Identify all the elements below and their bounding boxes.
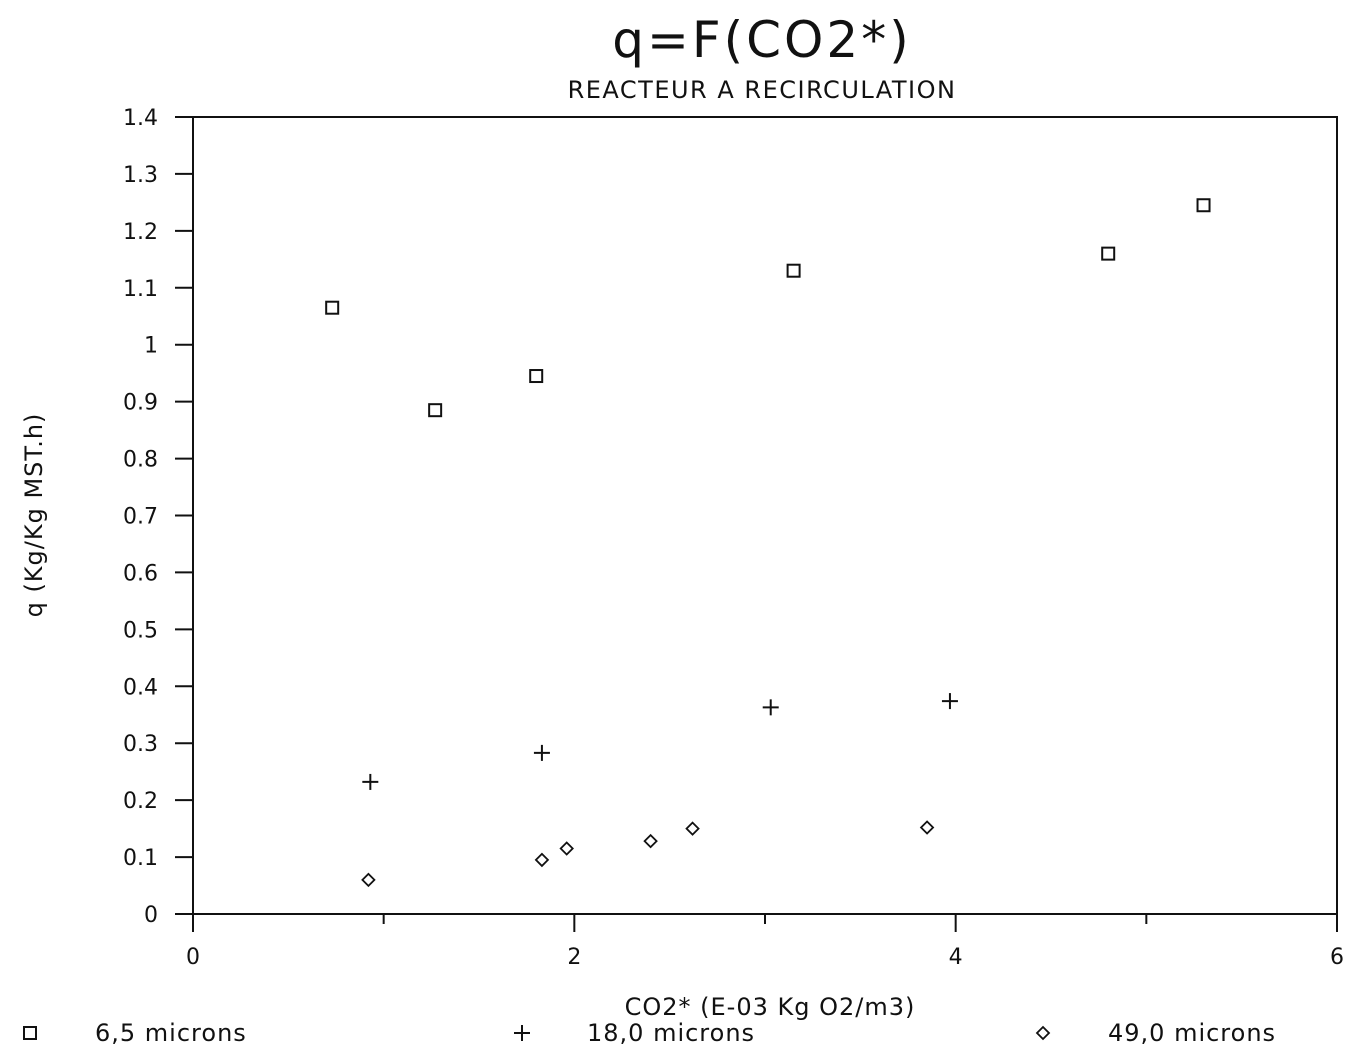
- y-axis-label: q (Kg/Kg MST.h): [20, 413, 48, 618]
- series-3-diamond-marker: [534, 852, 550, 868]
- chart-subtitle: REACTEUR A RECIRCULATION: [568, 76, 957, 104]
- series-3-diamond-marker: [919, 820, 935, 835]
- series-2-plus-marker: [762, 699, 779, 716]
- y-tick-label: 0: [144, 903, 158, 928]
- x-tick-label: 6: [1330, 945, 1344, 970]
- legend-diamond-icon: [1035, 1025, 1051, 1041]
- plot-frame: [192, 116, 1338, 915]
- data-markers: [325, 198, 1211, 888]
- y-tick-label: 1: [144, 334, 158, 359]
- chart-title: q=F(CO2*): [612, 11, 912, 69]
- y-tick-label: 1.4: [123, 106, 158, 131]
- y-tick-label: 0.2: [123, 789, 158, 814]
- legend-label: 6,5 microns: [95, 1019, 247, 1047]
- legend-label: 49,0 microns: [1108, 1019, 1276, 1047]
- series-1-square-marker: [1196, 198, 1211, 213]
- x-tick-label: 0: [186, 945, 200, 970]
- series-3-diamond-marker: [559, 841, 574, 856]
- series-3-diamond-marker: [643, 833, 658, 849]
- y-tick-label: 1.3: [123, 163, 158, 188]
- y-axis: 0 0.1 0.2 0.3 0.4 0.5 0.6 0.7 0.8 0.9 1 1.1 1.2 1.3 1.…: [123, 106, 193, 928]
- y-tick-label: 0.9: [123, 391, 158, 416]
- y-tick-label: 0.1: [123, 846, 158, 871]
- y-tick-label: 0.3: [123, 732, 158, 757]
- x-tick-label: 2: [567, 945, 581, 970]
- y-tick-label: 0.8: [123, 448, 158, 473]
- series-1-square-marker: [428, 403, 443, 418]
- y-tick-label: 0.7: [123, 505, 158, 530]
- series-2-plus-marker: [533, 744, 550, 761]
- series-3-diamond-marker: [361, 872, 376, 888]
- x-axis: 0 2 4 6: [186, 914, 1344, 970]
- legend-plus-icon: [514, 1025, 530, 1041]
- x-tick-label: 4: [949, 945, 963, 970]
- y-tick-label: 1.2: [123, 220, 158, 245]
- y-tick-label: 0.6: [123, 561, 158, 586]
- series-2-plus-marker: [941, 693, 958, 710]
- series-2-plus-marker: [362, 773, 379, 790]
- legend-label: 18,0 microns: [587, 1019, 755, 1047]
- series-1-square-marker: [1101, 246, 1116, 261]
- x-axis-label: CO2* (E-03 Kg O2/m3): [625, 993, 916, 1021]
- series-3-diamond-marker: [685, 821, 700, 836]
- series-1-square-marker: [325, 300, 340, 315]
- series-1-square-marker: [786, 263, 801, 278]
- legend-square-icon: [23, 1026, 37, 1040]
- y-tick-label: 0.4: [123, 675, 158, 700]
- y-tick-label: 1.1: [123, 277, 158, 302]
- series-1-square-marker: [529, 369, 544, 384]
- legend: 6,5 microns 18,0 microns 49,0 microns: [23, 1019, 1276, 1047]
- y-tick-label: 0.5: [123, 618, 158, 643]
